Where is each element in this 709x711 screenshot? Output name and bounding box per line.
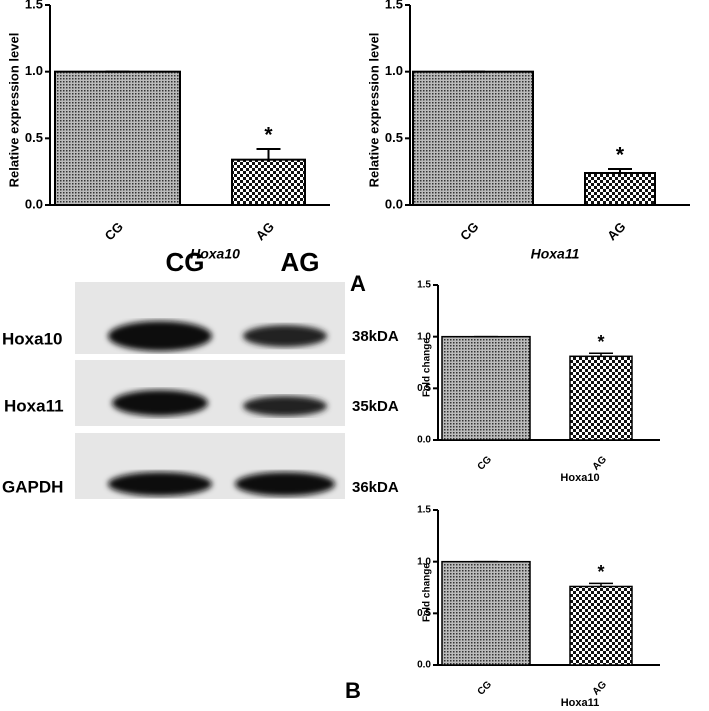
bar — [569, 355, 633, 441]
y-axis-label: Relative expression level — [366, 33, 381, 188]
y-tick-label: 1.0 — [417, 331, 431, 342]
x-tick-label: AG — [591, 679, 610, 698]
bar — [441, 560, 531, 666]
y-axis-label: Fold change — [422, 563, 433, 622]
bar — [441, 335, 531, 441]
western-blot: CG AG Hoxa10 Hoxa11 GAPDH 38kDA 35kDA 36… — [2, 247, 399, 499]
bar-chart: 0.0 0.5 1.0 1.5 Relative expression level Hox… — [6, 0, 330, 262]
lane-label: CG — [166, 247, 205, 277]
significance: * — [264, 124, 273, 147]
x-axis-label: Hoxa11 — [531, 246, 580, 262]
error-bar — [256, 148, 281, 160]
row-label: Hoxa11 — [4, 396, 64, 415]
y-tick-label: 0.0 — [25, 196, 43, 211]
row-label: GAPDH — [2, 477, 63, 496]
x-tick-label: CG — [476, 679, 495, 698]
y-tick-label: 0.5 — [417, 608, 431, 619]
x-axis-label: Hoxa10 — [560, 472, 599, 484]
size-label: 38kDA — [352, 328, 399, 345]
y-tick-label: 0.5 — [417, 383, 431, 394]
band — [108, 321, 212, 351]
y-tick-label: 0.5 — [25, 130, 43, 145]
significance: * — [597, 332, 604, 352]
bar — [569, 585, 633, 666]
bar — [231, 158, 306, 207]
x-axis-label: Hoxa10 — [190, 246, 240, 262]
significance: * — [597, 562, 604, 582]
y-tick-label: 1.5 — [417, 280, 431, 291]
bar-chart: 0.0 0.5 1.0 1.5 Fold change Hoxa11 CG * AG — [417, 505, 660, 709]
panel-label: A — [350, 271, 366, 296]
y-axis-label: Fold change — [422, 338, 433, 397]
band — [243, 396, 327, 416]
y-tick-label: 1.5 — [385, 0, 403, 11]
x-tick-label: CG — [102, 219, 126, 243]
y-tick-label: 0.5 — [385, 130, 403, 145]
row-label: Hoxa10 — [2, 329, 62, 348]
size-label: 36kDA — [352, 479, 399, 496]
y-tick-label: 1.5 — [417, 505, 431, 516]
y-tick-label: 1.0 — [25, 63, 43, 78]
lane-label: AG — [281, 247, 320, 277]
y-tick-label: 0.0 — [417, 660, 431, 671]
x-tick-label: CG — [476, 454, 495, 473]
band — [112, 390, 208, 416]
panel-label: B — [345, 678, 361, 703]
significance: * — [616, 144, 625, 167]
bar — [54, 70, 181, 206]
x-tick-label: AG — [253, 219, 277, 243]
bar-chart: 0.0 0.5 1.0 1.5 Relative expression level Hox… — [366, 0, 690, 262]
y-tick-label: 1.0 — [385, 63, 403, 78]
bar — [584, 172, 656, 206]
y-tick-label: 1.5 — [25, 0, 43, 11]
y-tick-label: 0.0 — [417, 435, 431, 446]
error-bar — [589, 582, 613, 587]
band — [108, 472, 212, 496]
x-tick-label: AG — [604, 219, 628, 243]
x-tick-label: CG — [457, 219, 481, 243]
error-bar — [589, 352, 613, 357]
band — [243, 325, 327, 347]
bar-chart: 0.0 0.5 1.0 1.5 Fold change Hoxa10 CG * AG — [417, 280, 660, 484]
size-label: 35kDA — [352, 398, 399, 415]
x-tick-label: AG — [591, 454, 610, 473]
bar — [412, 70, 534, 206]
x-axis-label: Hoxa11 — [561, 697, 600, 709]
blot-strip — [75, 360, 345, 426]
error-bar — [608, 168, 632, 173]
y-tick-label: 0.0 — [385, 196, 403, 211]
y-tick-label: 1.0 — [417, 556, 431, 567]
band — [235, 472, 335, 496]
y-axis-label: Relative expression level — [6, 33, 21, 188]
